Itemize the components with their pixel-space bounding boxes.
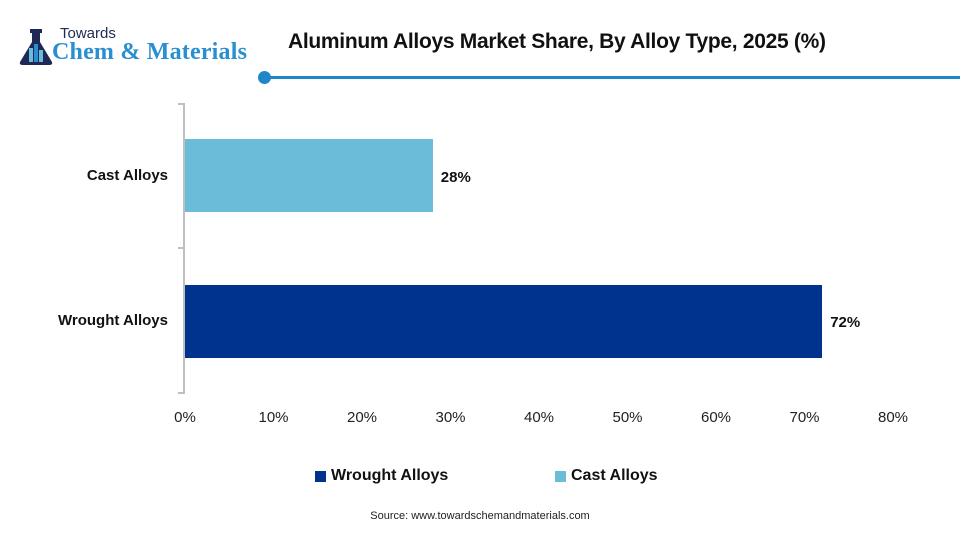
y-axis-line (183, 103, 185, 394)
logo-towards-text: Towards (60, 25, 116, 42)
data-label-cast: 28% (440, 169, 471, 186)
x-tick-label: 50% (612, 409, 643, 426)
category-label-wrought: Wrought Alloys (58, 312, 168, 329)
legend-swatch-cast (555, 470, 566, 482)
legend-label-wrought: Wrought Alloys (331, 467, 449, 484)
flask-logo-icon (19, 29, 53, 65)
x-tick-label: 80% (877, 409, 909, 426)
y-axis-tick (178, 103, 184, 105)
brand-logo: Towards Chem & Materials (16, 24, 256, 68)
chart-title: Aluminum Alloys Market Share, By Alloy T… (288, 30, 826, 53)
legend-swatch-wrought (315, 470, 326, 482)
bar-cast-alloys (185, 139, 433, 212)
x-tick-label: 70% (789, 409, 820, 426)
y-axis-tick (178, 392, 184, 394)
category-label-cast: Cast Alloys (86, 167, 168, 184)
legend-item-cast: Cast Alloys (555, 465, 658, 487)
x-tick-label: 60% (700, 409, 732, 426)
source-note: Source: www.towardschemandmaterials.com (370, 510, 590, 522)
legend-item-wrought: Wrought Alloys (315, 465, 448, 487)
x-tick-label: 30% (435, 409, 466, 426)
legend-label-cast: Cast Alloys (571, 467, 658, 484)
title-rule (264, 76, 960, 79)
x-tick-label: 20% (346, 409, 378, 426)
x-tick-label: 40% (523, 409, 555, 426)
bar-wrought-alloys (185, 285, 823, 358)
y-axis-tick (178, 247, 184, 249)
x-tick-label: 10% (258, 409, 289, 426)
logo-main-text: Chem & Materials (52, 39, 248, 65)
x-tick-label: 0% (174, 409, 196, 426)
data-label-wrought: 72% (830, 314, 861, 331)
